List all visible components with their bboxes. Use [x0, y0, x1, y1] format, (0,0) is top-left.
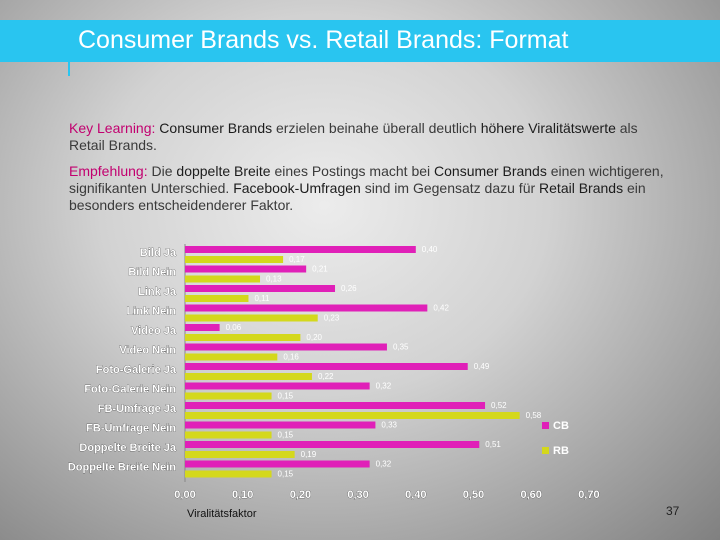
data-label-rb: 0,17 — [289, 255, 305, 264]
p1-span-4: als Retail Brands. — [69, 120, 638, 153]
p2-span-5: einen wichtigeren, signifikanten Untersc… — [69, 163, 664, 196]
data-label-cb: 0,32 — [376, 382, 392, 391]
data-label-rb: 0,15 — [278, 392, 294, 401]
category-label: FB-Umfrage Nein — [86, 423, 176, 435]
data-label-cb: 0,33 — [381, 421, 397, 430]
bar-cb — [185, 421, 376, 429]
p2-span-6: Facebook-Umfragen — [233, 180, 361, 196]
data-label-cb: 0,06 — [226, 323, 242, 332]
recommendation-paragraph: Empfehlung: Die doppelte Breite eines Po… — [69, 163, 669, 214]
accent-line — [68, 62, 70, 76]
data-label-rb: 0,58 — [526, 411, 542, 420]
data-label-rb: 0,23 — [324, 314, 340, 323]
legend-label-cb: CB — [553, 420, 569, 432]
title-bar: Consumer Brands vs. Retail Brands: Forma… — [0, 20, 720, 62]
data-label-cb: 0,32 — [376, 460, 392, 469]
bar-cb — [185, 265, 307, 273]
x-tick-label: 0,50 — [463, 489, 484, 501]
bar-rb — [185, 431, 272, 439]
data-label-cb: 0,26 — [341, 284, 357, 293]
legend-label-rb: RB — [553, 445, 569, 457]
data-label-cb: 0,49 — [474, 362, 490, 371]
bar-cb — [185, 382, 370, 390]
x-tick-label: 0,40 — [405, 489, 426, 501]
bar-cb — [185, 343, 387, 351]
category-label: Link Ja — [138, 286, 177, 298]
data-label-cb: 0,40 — [422, 245, 438, 254]
data-label-rb: 0,16 — [283, 353, 299, 362]
page-number: 37 — [666, 504, 680, 518]
recommendation-label: Empfehlung: — [69, 163, 148, 179]
data-label-rb: 0,11 — [254, 294, 270, 303]
x-tick-label: 0,00 — [174, 489, 195, 501]
p2-span-3: eines Postings macht bei — [270, 163, 435, 179]
category-label: Bild Ja — [140, 247, 177, 259]
x-tick-label: 0,10 — [232, 489, 253, 501]
category-label: Foto-Galerie Ja — [96, 364, 177, 376]
bar-rb — [185, 275, 261, 283]
x-axis-title: Viralitätsfaktor — [187, 508, 257, 520]
data-label-cb: 0,51 — [485, 440, 501, 449]
bar-rb — [185, 470, 272, 478]
bar-cb — [185, 460, 370, 468]
bar-rb — [185, 295, 249, 302]
x-tick-label: 0,30 — [347, 489, 368, 501]
p2-span-7: sind im Gegensatz dazu für — [360, 180, 540, 196]
p2-span-9: ein besonders entscheidenderer Faktor. — [69, 180, 646, 213]
category-label: Video Nein — [119, 345, 176, 357]
legend-swatch-cb — [542, 422, 549, 429]
bar-rb — [185, 334, 301, 341]
data-label-rb: 0,15 — [278, 431, 294, 440]
data-label-rb: 0,19 — [301, 450, 317, 459]
bar-rb — [185, 451, 295, 458]
bar-cb — [185, 285, 336, 292]
bar-cb — [185, 402, 486, 409]
slide-title: Consumer Brands vs. Retail Brands: Forma… — [78, 26, 569, 54]
bar-cb — [185, 246, 416, 253]
data-label-rb: 0,22 — [318, 372, 334, 381]
x-tick-label: 0,70 — [578, 489, 599, 501]
x-tick-label: 0,20 — [290, 489, 311, 501]
data-label-cb: 0,35 — [393, 343, 409, 352]
bar-cb — [185, 363, 468, 370]
key-learning-paragraph: Key Learning: Consumer Brands erzielen b… — [69, 120, 669, 154]
bar-rb — [185, 412, 520, 419]
p1-span-2: erzielen beinahe überall deutlich — [272, 120, 481, 136]
category-label: Link Nein — [126, 306, 176, 318]
bar-rb — [185, 353, 278, 361]
p2-span-4: Consumer Brands — [434, 163, 547, 179]
bar-rb — [185, 392, 272, 400]
bar-rb — [185, 256, 284, 263]
data-label-cb: 0,52 — [491, 401, 507, 410]
category-label: Doppelte Breite Ja — [79, 442, 176, 454]
bar-rb — [185, 373, 312, 380]
bar-cb — [185, 304, 428, 312]
p2-span-8: Retail Brands — [539, 180, 624, 196]
p2-span-1: Die — [147, 163, 177, 179]
x-tick-label: 0,60 — [520, 489, 541, 501]
category-label: Foto-Galerie Nein — [84, 384, 176, 396]
p2-span-2: doppelte Breite — [176, 163, 271, 179]
category-label: Video Ja — [131, 325, 177, 337]
data-label-rb: 0,15 — [278, 470, 294, 479]
data-label-cb: 0,42 — [433, 304, 449, 313]
key-learning-label: Key Learning: — [69, 120, 156, 136]
legend-swatch-rb — [542, 447, 549, 454]
data-label-cb: 0,21 — [312, 265, 328, 274]
bar-rb — [185, 314, 318, 322]
data-label-rb: 0,13 — [266, 275, 282, 284]
category-label: Doppelte Breite Nein — [68, 462, 176, 474]
data-label-rb: 0,20 — [306, 333, 322, 342]
bar-cb — [185, 324, 220, 331]
category-label: Bild Nein — [128, 267, 176, 279]
p1-span-1: Consumer Brands — [155, 120, 273, 136]
category-label: FB-Umfrage Ja — [98, 403, 177, 415]
p1-span-3: höhere Viralitätswerte — [480, 120, 616, 136]
bar-cb — [185, 441, 480, 448]
